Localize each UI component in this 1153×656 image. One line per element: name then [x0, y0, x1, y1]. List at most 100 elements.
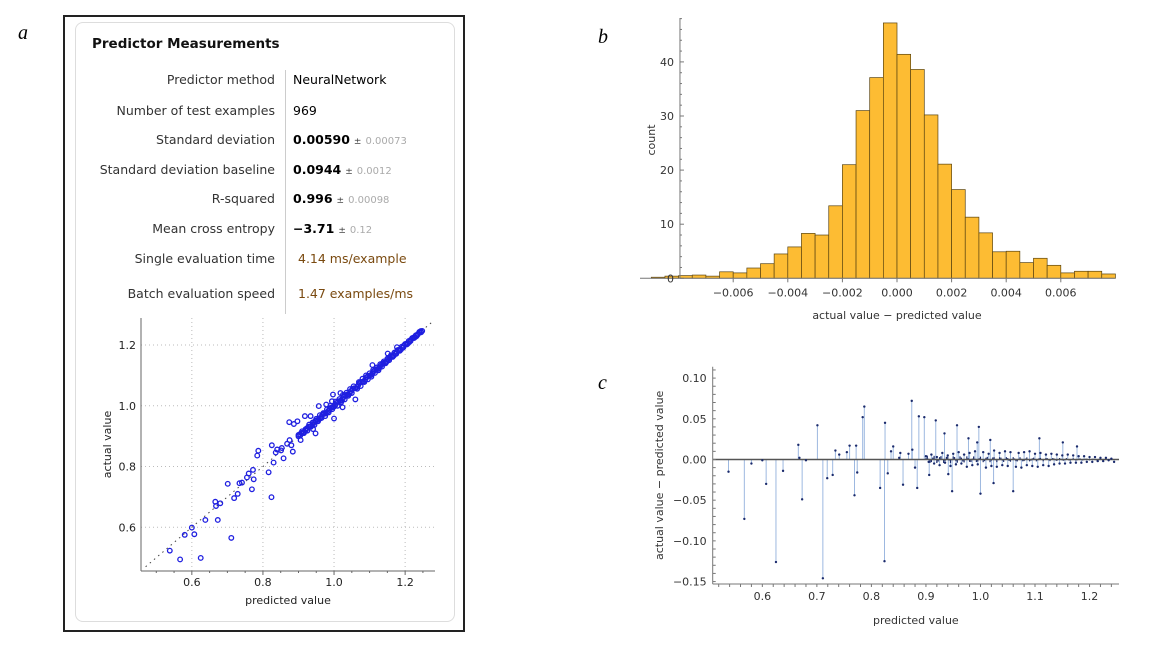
residual-point: [943, 432, 946, 435]
y-tick-label: 0.8: [119, 461, 137, 474]
row-label: Standard deviation baseline: [99, 162, 275, 177]
residual-point: [960, 462, 963, 465]
row-value: 0.996 ± 0.00098: [293, 191, 389, 206]
plus-minus: ±: [336, 196, 345, 206]
residual-point: [907, 452, 910, 455]
residual-point: [992, 449, 996, 452]
residual-point: [1028, 450, 1031, 453]
x-axis-label: predicted value: [873, 614, 959, 627]
x-tick-label: −0.006: [713, 286, 754, 299]
residual-point: [998, 451, 1001, 455]
residual-point: [798, 456, 801, 460]
residual-point: [1061, 441, 1065, 444]
scatter-point: [224, 480, 231, 487]
value-text: 0.996: [293, 191, 333, 206]
residual-point: [848, 444, 851, 447]
x-tick-label: −0.004: [767, 286, 808, 299]
row-value: −3.71 ± 0.12: [293, 221, 372, 236]
row-label: Predictor method: [166, 72, 275, 87]
residual-point: [990, 464, 993, 468]
residual-point: [976, 463, 979, 466]
residual-point: [1058, 462, 1061, 465]
residual-point: [1063, 462, 1067, 465]
x-tick-label: 0.7: [808, 590, 826, 603]
residual-point: [886, 472, 889, 475]
scatter-point: [202, 517, 209, 523]
residual-point: [831, 473, 834, 477]
scatter-point: [217, 500, 224, 507]
histogram-bar: [746, 267, 761, 279]
residual-point: [1096, 459, 1099, 463]
residual-point: [965, 465, 969, 469]
residual-point: [952, 452, 955, 455]
residual-point: [943, 461, 947, 464]
residual-point: [1017, 451, 1020, 455]
scatter-point: [352, 396, 359, 403]
residual-point: [834, 449, 837, 452]
scatter-point: [236, 480, 243, 487]
residual-point: [947, 472, 950, 476]
residual-point: [892, 445, 895, 448]
row-label: R-squared: [211, 191, 275, 206]
scatter-point: [280, 455, 287, 462]
predictor-measurements-card: [75, 22, 455, 622]
residual-point: [917, 415, 921, 418]
scatter-point: [214, 517, 221, 523]
y-tick-label: 40: [660, 56, 674, 69]
scatter-point: [166, 547, 173, 554]
scatter-point: [419, 327, 426, 334]
histogram-bar: [732, 272, 748, 279]
histogram-bar: [828, 205, 843, 279]
residual-point: [727, 470, 730, 473]
scatter-point: [231, 495, 238, 502]
residual-point: [764, 482, 768, 486]
x-tick-label: −0.002: [822, 286, 863, 299]
residual-point: [927, 460, 930, 464]
scatter-point: [245, 470, 252, 477]
residual-point: [973, 450, 977, 453]
residual-point: [1050, 452, 1053, 455]
residual-point: [954, 463, 958, 466]
residual-point: [856, 471, 859, 474]
residual-point: [1047, 464, 1050, 468]
card-title: Predictor Measurements: [92, 36, 280, 52]
uncertainty: 0.12: [349, 225, 373, 236]
residual-point: [930, 453, 933, 456]
residual-point: [1088, 455, 1091, 459]
residual-point: [1052, 463, 1056, 466]
row-value: 969: [293, 103, 317, 118]
residual-point: [992, 481, 995, 485]
scatter-point: [290, 421, 297, 427]
value-text: 0.00590: [293, 132, 350, 147]
panel-label-c: c: [598, 372, 607, 394]
scatter-point: [254, 452, 261, 459]
histogram-bar: [760, 263, 775, 279]
scatter-point: [312, 430, 319, 437]
value-text: 969: [293, 103, 317, 118]
scatter-point: [234, 490, 241, 497]
histogram-bar: [1060, 272, 1075, 279]
residual-point: [750, 462, 753, 465]
scatter-point: [255, 447, 262, 454]
residual-point: [1066, 453, 1069, 456]
histogram-bar: [869, 77, 884, 279]
residual-point: [949, 464, 952, 468]
histogram-bar: [1087, 270, 1103, 279]
x-tick-label: 0.6: [754, 590, 772, 603]
panel-label-a: a: [18, 22, 28, 44]
residual-point: [935, 455, 939, 459]
histogram-bar: [1019, 262, 1034, 279]
x-axis-label: actual value − predicted value: [812, 309, 982, 322]
x-tick-label: 0.8: [254, 576, 272, 589]
residual-point: [1025, 463, 1029, 467]
histogram-bar: [1074, 270, 1089, 279]
residual-point: [989, 438, 992, 442]
residual-point: [934, 419, 937, 422]
y-tick-label: 10: [660, 218, 674, 231]
uncertainty: 0.00098: [348, 195, 390, 206]
residual-point: [1009, 450, 1012, 454]
plus-minus: ±: [345, 167, 353, 177]
histogram-bar: [719, 271, 734, 279]
residual-point: [863, 405, 866, 408]
